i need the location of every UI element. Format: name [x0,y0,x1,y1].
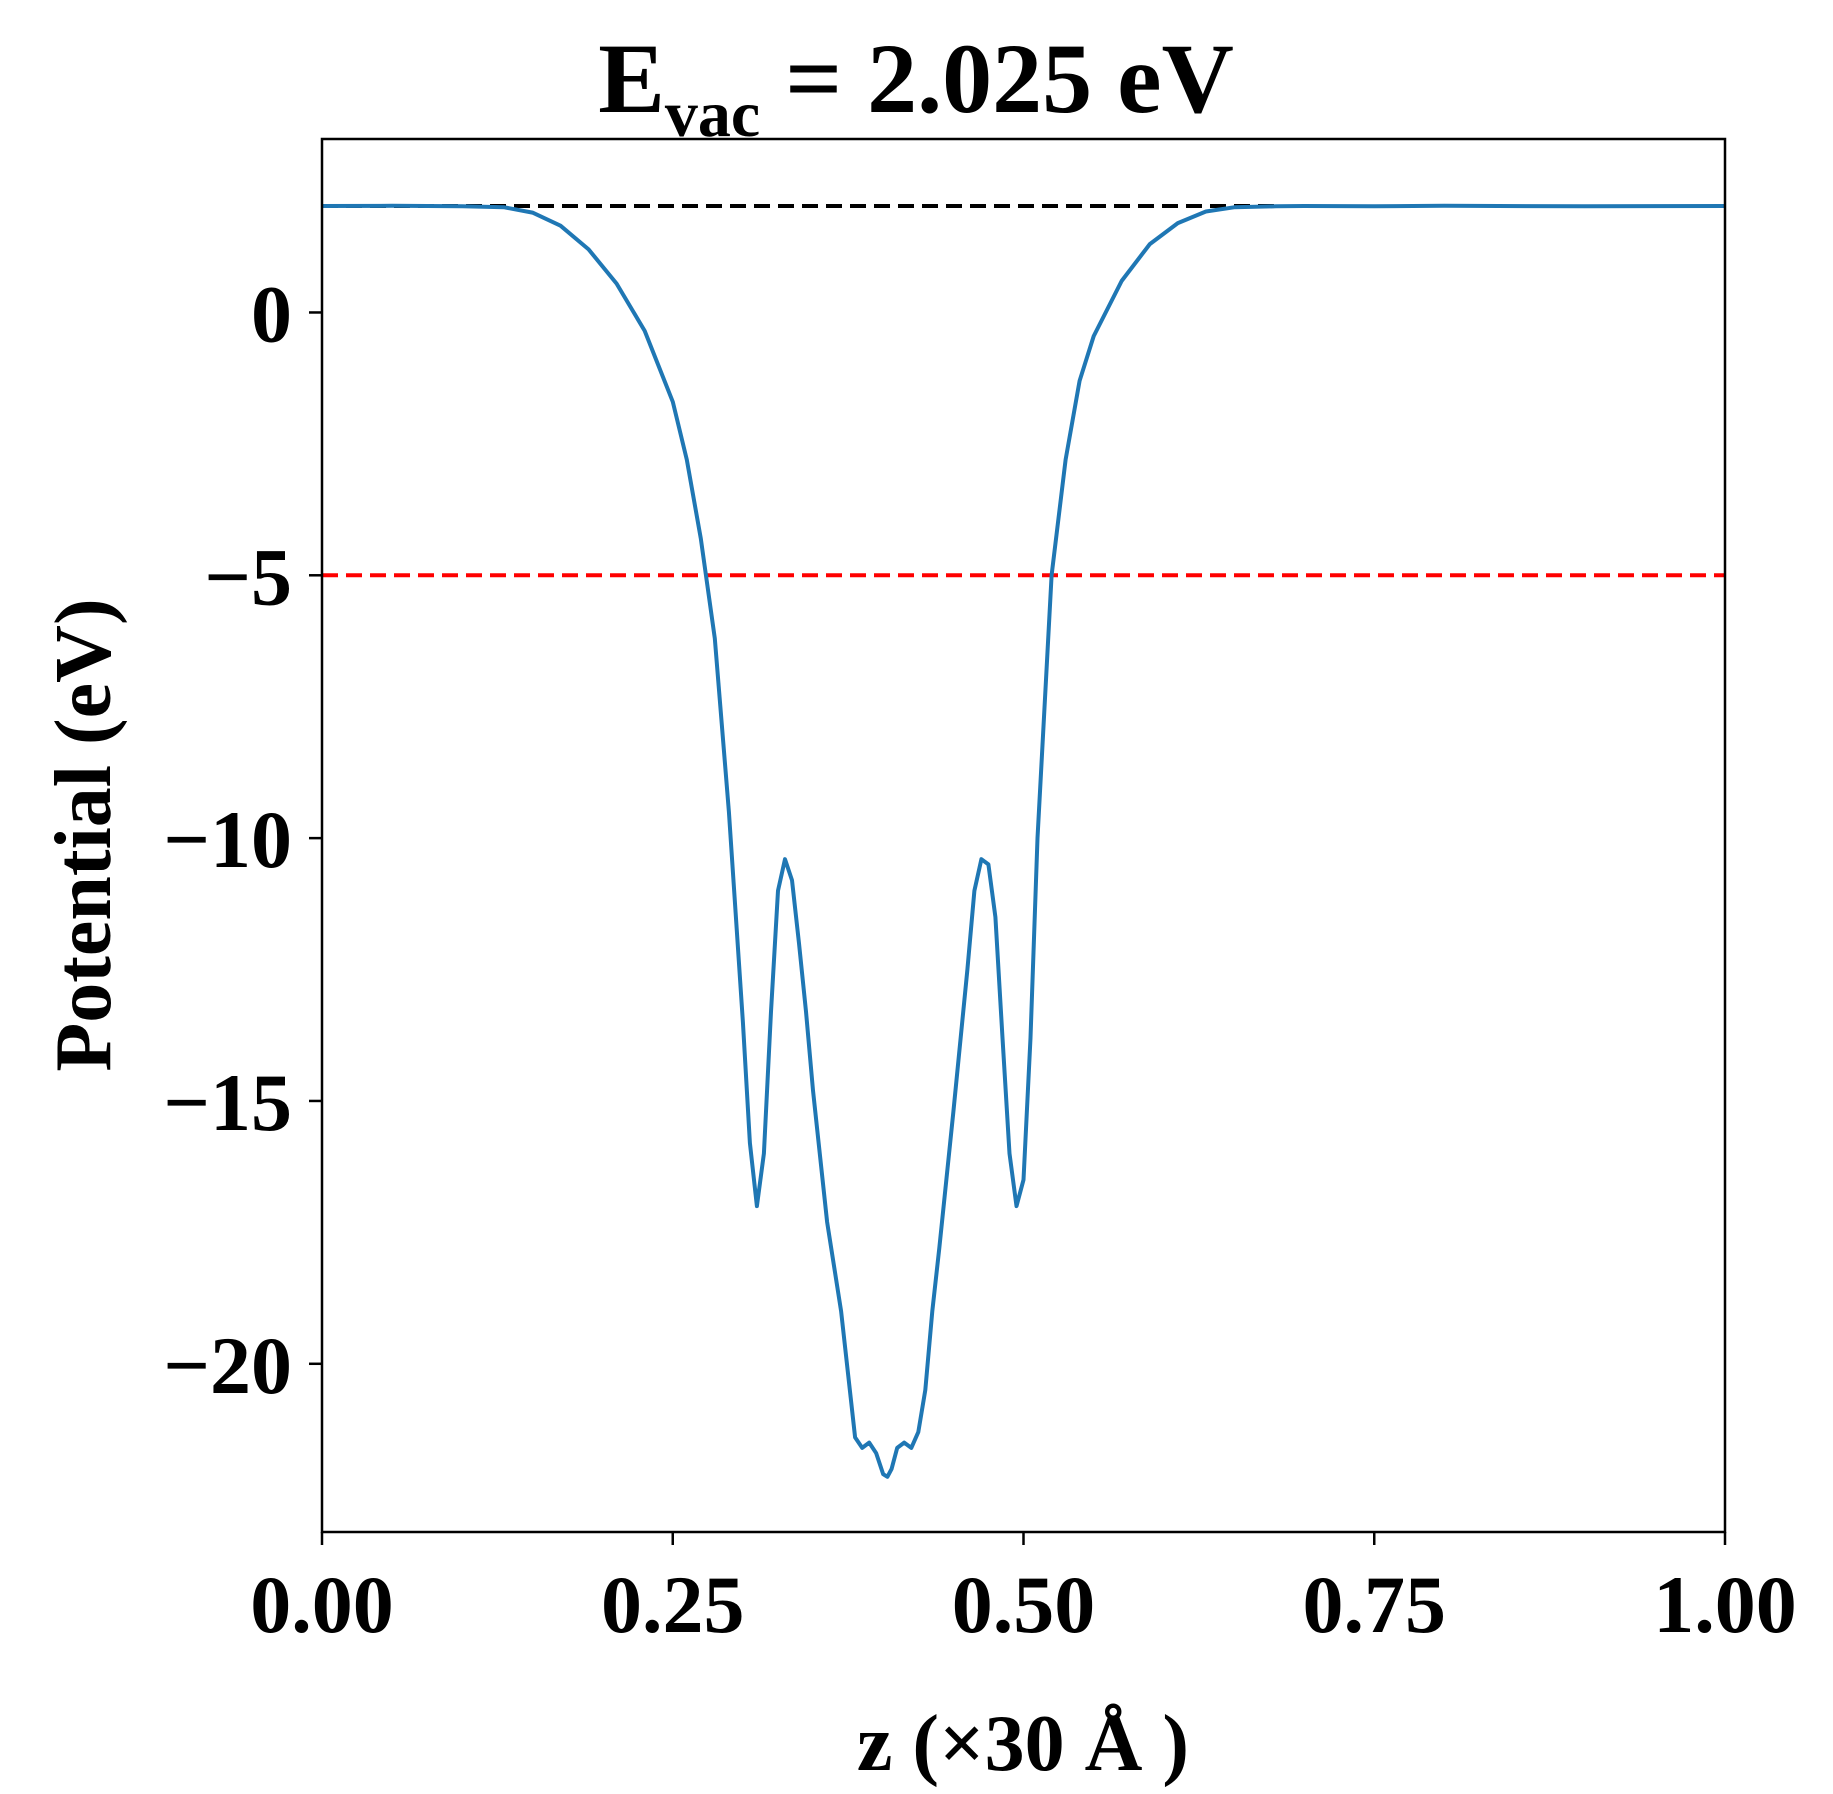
series-group [322,203,1725,1479]
x-tick-label: 0.50 [952,1559,1096,1650]
title-prefix: E [598,23,665,134]
y-tick-label: −20 [163,1320,292,1411]
x-axis-ticks: 0.00 0.25 0.50 0.75 1.00 [250,1532,1797,1650]
x-tick-label: 0.25 [601,1559,745,1650]
y-axis-label: Potential (eV) [40,598,128,1071]
plot-frame [320,137,1727,1534]
chart-title: Evac = 2.025 eV [598,23,1234,151]
y-tick-label: −10 [163,794,292,885]
x-axis-label: z (×30 Å ) [857,1700,1189,1788]
y-tick-label: −5 [204,531,292,622]
series-line-0 [322,203,1725,1479]
x-tick-label: 1.00 [1653,1559,1797,1650]
y-tick-label: −15 [163,1057,292,1148]
reference-lines [322,204,1725,578]
title-suffix: = 2.025 eV [760,23,1234,134]
x-tick-label: 0.75 [1303,1559,1447,1650]
x-tick-label: 0.00 [250,1559,394,1650]
y-tick-label: 0 [251,268,292,359]
y-axis-ticks: 0 −5 −10 −15 −20 [163,268,322,1411]
